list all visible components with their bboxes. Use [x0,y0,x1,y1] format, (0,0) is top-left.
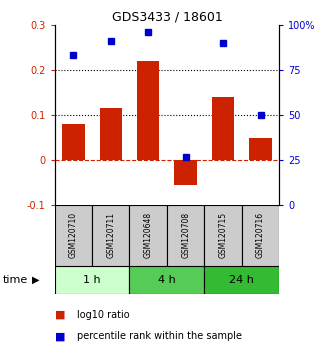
Text: GSM120716: GSM120716 [256,212,265,258]
Text: GSM120710: GSM120710 [69,212,78,258]
Bar [204,205,242,266]
Text: GSM120708: GSM120708 [181,212,190,258]
Bar [62,124,84,160]
Bar [100,108,122,160]
Bar [249,138,272,160]
Bar [174,160,197,185]
Text: GSM120648: GSM120648 [144,212,153,258]
Bar [137,61,160,160]
Bar [242,205,279,266]
Text: 1 h: 1 h [83,275,101,285]
Text: time: time [3,275,29,285]
Bar [167,205,204,266]
Text: 24 h: 24 h [230,275,254,285]
Bar [204,266,279,294]
Bar [129,266,204,294]
Text: percentile rank within the sample: percentile rank within the sample [77,331,242,341]
Text: GSM120715: GSM120715 [219,212,228,258]
Bar [212,97,234,160]
Title: GDS3433 / 18601: GDS3433 / 18601 [111,11,222,24]
Bar [92,205,129,266]
Bar [55,266,129,294]
Text: 4 h: 4 h [158,275,176,285]
Bar [55,205,92,266]
Text: ▶: ▶ [32,275,39,285]
Text: ■: ■ [55,331,65,341]
Bar [129,205,167,266]
Text: GSM120711: GSM120711 [106,212,115,258]
Text: log10 ratio: log10 ratio [77,310,130,320]
Text: ■: ■ [55,310,65,320]
